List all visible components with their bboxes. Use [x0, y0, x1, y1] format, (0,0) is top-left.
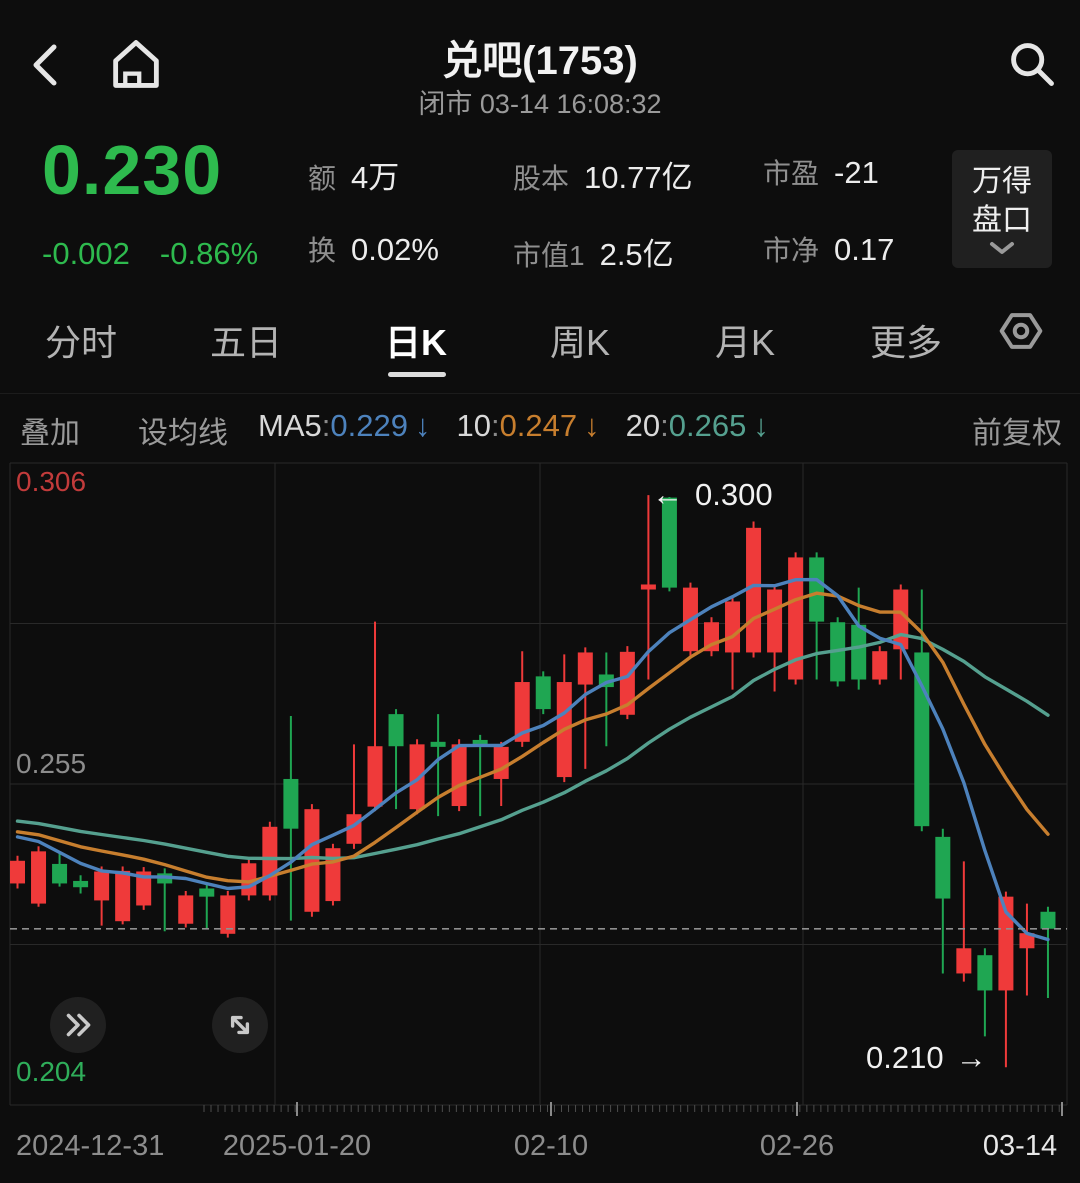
x-axis-label: 03-14	[982, 1130, 1058, 1162]
search-button[interactable]	[1006, 38, 1058, 90]
tab-minute[interactable]: 分时	[45, 322, 118, 363]
candlestick-chart[interactable]	[0, 458, 1080, 1118]
stat-share-capital: 股本 10.77亿	[513, 160, 693, 195]
settings-hexagon-icon	[999, 313, 1043, 349]
high-price-annotation: ← 0.300	[652, 477, 773, 512]
adjust-mode-button[interactable]: 前复权	[972, 417, 1062, 450]
back-button[interactable]	[24, 40, 70, 90]
last-price: 0.230	[42, 131, 223, 209]
stat-pb: 市净 0.17	[763, 232, 895, 267]
market-status: 闭市 03-14 16:08:32	[418, 89, 662, 119]
chevron-down-icon	[990, 242, 1014, 254]
x-axis: 2024-12-31 2025-01-20 02-10 02-26 03-14	[0, 1118, 1080, 1183]
y-axis-low-label: 0.204	[16, 1056, 87, 1087]
ma5-down-arrow-icon: ↓	[414, 408, 431, 443]
overlay-button[interactable]: 叠加	[20, 417, 80, 450]
ma20-legend: 20:0.265 ↓	[625, 408, 769, 443]
active-tab-underline	[388, 372, 446, 377]
ma10-legend: 10:0.247 ↓	[456, 408, 600, 443]
right-arrow-icon: →	[955, 1040, 987, 1075]
page-title: 兑吧(1753)	[442, 39, 638, 83]
y-axis-high-label: 0.306	[16, 466, 87, 497]
period-tabs: 分时 五日 日K 周K 月K 更多	[0, 290, 1080, 394]
home-icon	[113, 40, 159, 88]
tab-weekly-k[interactable]: 周K	[550, 322, 611, 363]
price-change-percent: -0.86%	[159, 236, 259, 271]
stat-pe: 市盈 -21	[763, 155, 879, 190]
x-axis-label: 2024-12-31	[16, 1130, 165, 1162]
chart-settings-button[interactable]	[996, 306, 1046, 361]
stat-turnover: 换 0.02%	[308, 232, 439, 267]
back-chevron-icon	[33, 44, 57, 86]
wind-panel-button[interactable]: 万得 盘口	[952, 150, 1052, 268]
expand-diagonal-icon	[230, 1015, 250, 1035]
stat-market-cap: 市值1 2.5亿	[513, 237, 674, 272]
ma-legend: MA5:0.229 ↓ 10:0.247 ↓ 20:0.265 ↓	[258, 408, 769, 444]
fast-forward-button[interactable]	[50, 997, 106, 1053]
price-change: -0.002	[42, 236, 130, 271]
home-button[interactable]	[106, 34, 166, 94]
tab-five-day[interactable]: 五日	[210, 322, 283, 363]
ma5-legend: MA5:0.229 ↓	[258, 408, 431, 443]
tab-more[interactable]: 更多	[870, 322, 943, 363]
ma20-down-arrow-icon: ↓	[753, 408, 769, 443]
set-ma-button[interactable]: 设均线	[138, 417, 228, 450]
left-arrow-icon: ←	[652, 477, 683, 512]
x-axis-label: 02-26	[759, 1130, 835, 1162]
low-price-annotation: 0.210 →	[866, 1040, 987, 1075]
x-axis-label: 2025-01-20	[222, 1130, 372, 1162]
x-axis-label: 02-10	[513, 1130, 589, 1162]
tab-monthly-k[interactable]: 月K	[715, 322, 776, 363]
expand-chart-button[interactable]	[212, 997, 268, 1053]
chart-toolbar: 叠加 设均线 MA5:0.229 ↓ 10:0.247 ↓ 20:0.265 ↓ 前复…	[0, 396, 1080, 456]
quote-stats: 额 4万 股本 10.77亿 市盈 -21 换 0.02% 市值1 2.5亿 市…	[308, 152, 973, 274]
tab-daily-k[interactable]: 日K	[385, 322, 447, 363]
ma10-down-arrow-icon: ↓	[584, 408, 600, 443]
double-chevron-right-icon	[66, 1013, 91, 1037]
y-axis-mid-label: 0.255	[16, 748, 87, 779]
search-icon	[1011, 43, 1054, 86]
stat-amount: 额 4万	[308, 160, 400, 195]
